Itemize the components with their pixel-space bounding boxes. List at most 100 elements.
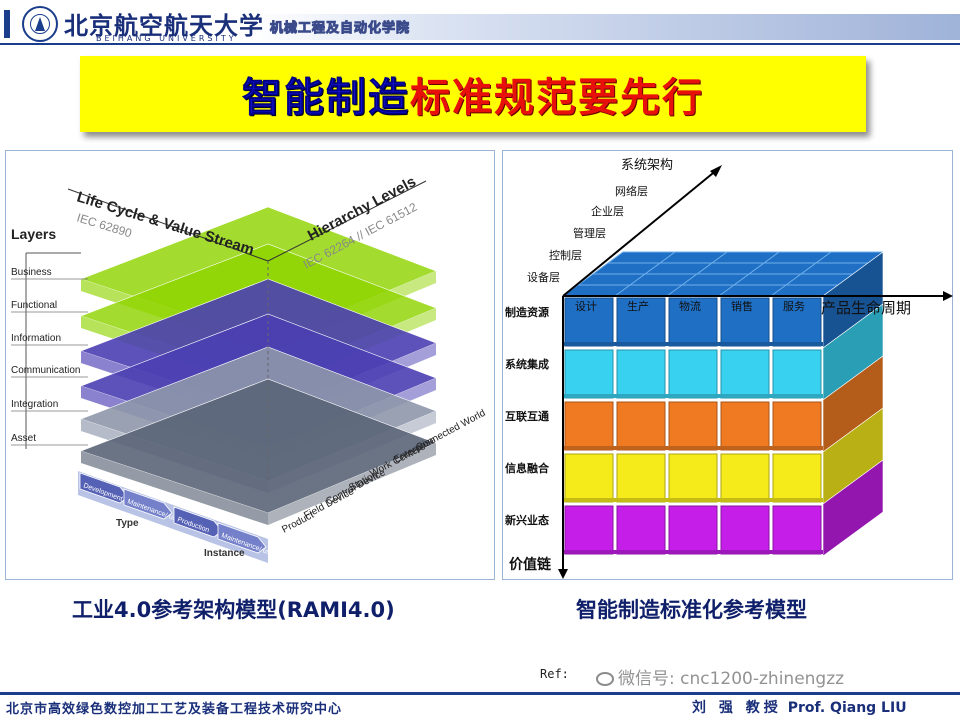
cube-front-cell bbox=[616, 505, 666, 555]
layer-label: Information bbox=[11, 333, 61, 344]
university-seal-icon bbox=[22, 6, 58, 42]
lifecycle-labels: 设计 生产 物流 销售 服务 bbox=[575, 299, 805, 313]
system-level-label: 设备层 bbox=[527, 270, 560, 284]
axis-value-label: 价值链 bbox=[509, 556, 552, 573]
value-axis-arrow-icon bbox=[558, 569, 568, 579]
cube-front-cell bbox=[616, 349, 666, 399]
type-label: Type bbox=[116, 518, 139, 529]
university-name-en: BEIHANG UNIVERSITY bbox=[96, 34, 237, 43]
title-part-2: 标准规范要先行 bbox=[410, 75, 704, 121]
system-axis bbox=[562, 168, 719, 297]
university-name: 北京航空航天大学 bbox=[64, 11, 264, 40]
value-layer-label: 信息融合 bbox=[505, 461, 550, 475]
cube-side-layer bbox=[822, 459, 884, 557]
professor-name-cn: 刘 强 教授 bbox=[692, 700, 782, 716]
cube-layer-band bbox=[563, 446, 823, 450]
cube-layer-band bbox=[563, 342, 823, 346]
layer-labels: Business Functional Information Communicati… bbox=[11, 267, 88, 446]
layers-title: Layers bbox=[11, 226, 56, 242]
instance-label: Instance bbox=[204, 548, 245, 559]
cube-layer-band bbox=[563, 550, 823, 554]
professor-name-en: Prof. Qiang LIU bbox=[787, 700, 907, 716]
cube-layer-band bbox=[563, 498, 823, 502]
school-name: 机械工程及自动化学院 bbox=[269, 21, 411, 37]
watermark-text: 微信号: cnc1200-zhinengzz bbox=[618, 669, 845, 689]
cube-front-cell bbox=[720, 401, 770, 451]
cube-front-cell bbox=[668, 401, 718, 451]
lifecycle-label: 生产 bbox=[627, 299, 649, 313]
layer-label: Business bbox=[11, 267, 52, 278]
layer-label: Communication bbox=[11, 365, 80, 376]
lifecycle-label: 销售 bbox=[731, 299, 753, 313]
layer-label: Integration bbox=[11, 399, 58, 410]
cube-figure: 系统架构 产品生命周期 价值链 网络层企业层管理层控制层设备层 制造资源系统集成… bbox=[502, 150, 953, 580]
value-layer-label: 互联互通 bbox=[505, 409, 549, 423]
cube-front-cell bbox=[564, 453, 614, 503]
value-layer-label: 制造资源 bbox=[505, 305, 549, 319]
seal-ring bbox=[30, 14, 50, 34]
cube-front-cell bbox=[564, 505, 614, 555]
value-layer-label: 新兴业态 bbox=[505, 513, 549, 527]
cube-front-cell bbox=[616, 453, 666, 503]
rami-layer-slabs bbox=[80, 206, 437, 525]
ref-label: Ref: bbox=[540, 667, 569, 681]
axis-lifecycle-label: 产品生命周期 bbox=[821, 299, 911, 317]
cube-front-cell bbox=[720, 505, 770, 555]
rami-diagram: Life Cycle & Value Stream IEC 62890 Hier… bbox=[11, 173, 487, 563]
title-part-1: 智能制造 bbox=[242, 75, 410, 122]
lifecycle-label: 服务 bbox=[783, 300, 805, 313]
wechat-icon bbox=[596, 672, 614, 686]
system-level-label: 企业层 bbox=[591, 204, 624, 218]
rami-slab-side bbox=[81, 451, 268, 525]
caption-rami: 工业4.0参考架构模型(RAMI4.0) bbox=[72, 598, 395, 622]
cube-layer-band bbox=[563, 394, 823, 398]
slide-header: 北京航空航天大学 BEIHANG UNIVERSITY 机械工程及自动化学院 bbox=[0, 0, 960, 46]
cube-front-cell bbox=[564, 401, 614, 451]
stream-arrow bbox=[123, 488, 173, 520]
header-rule bbox=[0, 43, 960, 45]
cube-front-cell bbox=[720, 349, 770, 399]
system-level-label: 网络层 bbox=[615, 184, 648, 198]
lifecycle-label: 设计 bbox=[575, 300, 597, 313]
wechat-watermark: 微信号: cnc1200-zhinengzz bbox=[596, 664, 844, 689]
cube-front-cell bbox=[616, 401, 666, 451]
system-level-label: 控制层 bbox=[549, 248, 582, 262]
system-axis-arrow-icon bbox=[710, 165, 722, 177]
cube-front-cell bbox=[720, 297, 770, 347]
layer-label: Asset bbox=[11, 433, 36, 444]
layer-label: Functional bbox=[11, 300, 57, 311]
cube-front-cell bbox=[564, 349, 614, 399]
lifecycle-label: 物流 bbox=[679, 299, 701, 313]
cube-front-cell bbox=[668, 349, 718, 399]
cube-front-cell bbox=[772, 453, 822, 503]
cube-front-cell bbox=[668, 297, 718, 347]
cube-front-cell bbox=[668, 453, 718, 503]
axis-system-label: 系统架构 bbox=[621, 158, 673, 173]
footer-professor: 刘 强 教授 Prof. Qiang LIU bbox=[692, 697, 907, 717]
lifecycle-axis-arrow-icon bbox=[943, 291, 953, 301]
footer-center-name: 北京市高效绿色数控加工工艺及装备工程技术研究中心 bbox=[6, 702, 343, 717]
life-cycle-axis bbox=[67, 188, 269, 262]
cube-body bbox=[562, 251, 884, 557]
stream-arrow bbox=[217, 522, 267, 554]
footer-rule bbox=[0, 692, 960, 695]
cube-front-cell bbox=[668, 505, 718, 555]
reference-line: Ref: bbox=[540, 667, 569, 681]
hierarchy-axis bbox=[267, 180, 427, 262]
value-layer-label: 系统集成 bbox=[505, 357, 549, 371]
header-gradient-bar bbox=[250, 14, 960, 40]
cube-front-cell bbox=[772, 505, 822, 555]
cube-front-cell bbox=[564, 297, 614, 347]
corner-mark bbox=[4, 10, 10, 38]
system-level-label: 管理层 bbox=[573, 226, 606, 240]
rami-figure: Life Cycle & Value Stream IEC 62890 Hier… bbox=[5, 150, 495, 580]
cube-front-cell bbox=[616, 297, 666, 347]
rami-slab-side bbox=[268, 443, 436, 525]
cube-front-cell bbox=[772, 401, 822, 451]
plane-icon bbox=[35, 17, 45, 31]
slide-title: 智能制造 标准规范要先行 bbox=[80, 56, 866, 132]
cube-front-cell bbox=[772, 349, 822, 399]
